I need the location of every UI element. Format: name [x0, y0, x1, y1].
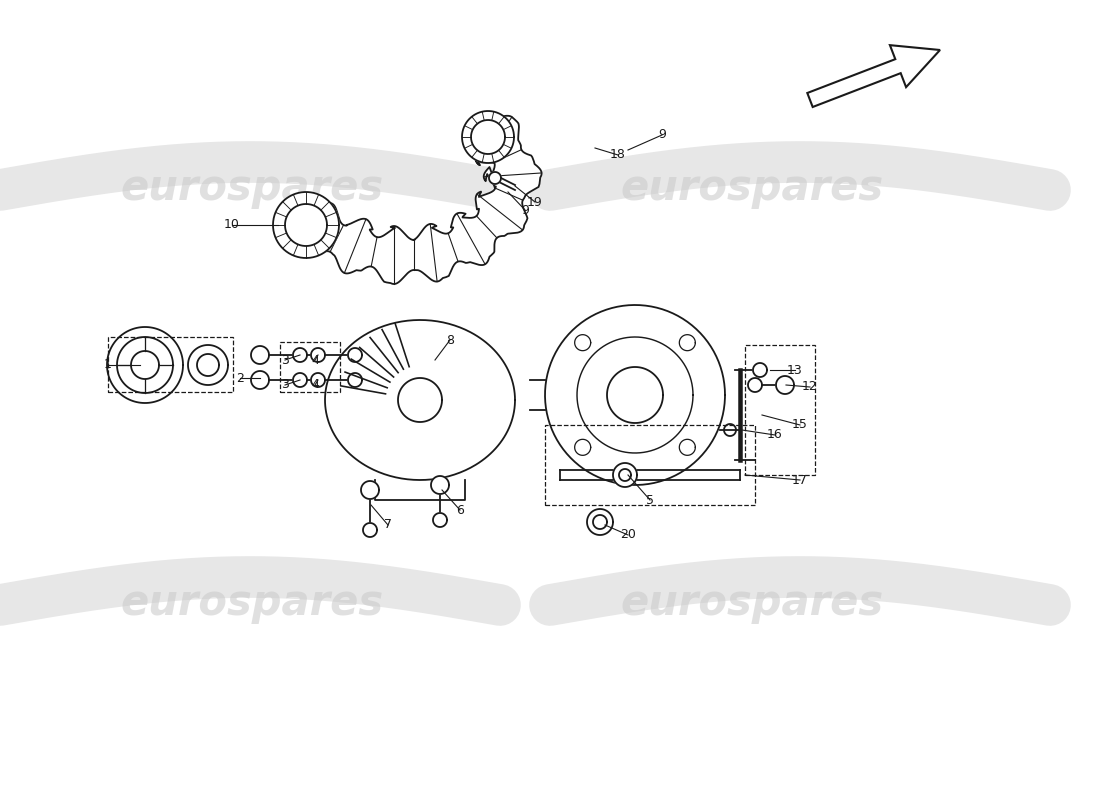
Text: 13: 13 — [788, 363, 803, 377]
Text: 3: 3 — [282, 378, 289, 391]
Polygon shape — [776, 376, 794, 394]
Text: eurospares: eurospares — [120, 582, 383, 624]
Text: 9: 9 — [521, 203, 529, 217]
Polygon shape — [363, 523, 377, 537]
Polygon shape — [273, 192, 339, 258]
Text: eurospares: eurospares — [620, 167, 883, 209]
Polygon shape — [293, 348, 307, 362]
Polygon shape — [361, 481, 379, 499]
Polygon shape — [107, 327, 183, 403]
FancyArrow shape — [807, 45, 940, 107]
Polygon shape — [680, 334, 695, 350]
Text: 9: 9 — [658, 129, 666, 142]
Text: 6: 6 — [456, 503, 464, 517]
Polygon shape — [348, 348, 362, 362]
Polygon shape — [490, 172, 500, 184]
Text: 5: 5 — [646, 494, 654, 506]
Polygon shape — [324, 320, 515, 480]
Text: 2: 2 — [236, 371, 244, 385]
Text: 1: 1 — [104, 358, 112, 371]
Text: 8: 8 — [446, 334, 454, 346]
Text: 18: 18 — [610, 149, 626, 162]
Polygon shape — [680, 439, 695, 455]
Polygon shape — [348, 373, 362, 387]
Bar — [280, 342, 340, 392]
Text: 4: 4 — [311, 378, 319, 391]
Polygon shape — [724, 424, 736, 436]
Bar — [745, 345, 815, 475]
Polygon shape — [748, 378, 762, 392]
Text: eurospares: eurospares — [620, 582, 883, 624]
Text: 19: 19 — [527, 195, 543, 209]
Polygon shape — [251, 371, 270, 389]
Polygon shape — [300, 116, 541, 284]
Text: 20: 20 — [620, 529, 636, 542]
Text: 12: 12 — [802, 381, 818, 394]
Text: 17: 17 — [792, 474, 807, 486]
Polygon shape — [587, 509, 613, 535]
Text: 15: 15 — [792, 418, 807, 431]
Polygon shape — [613, 463, 637, 487]
Polygon shape — [462, 111, 514, 163]
Text: 3: 3 — [282, 354, 289, 366]
Polygon shape — [607, 367, 663, 423]
Polygon shape — [433, 513, 447, 527]
Bar — [108, 337, 233, 392]
Text: 4: 4 — [311, 354, 319, 366]
Text: eurospares: eurospares — [120, 167, 383, 209]
Polygon shape — [311, 348, 324, 362]
Polygon shape — [431, 476, 449, 494]
Polygon shape — [574, 439, 591, 455]
Polygon shape — [188, 345, 228, 385]
Polygon shape — [754, 363, 767, 377]
Polygon shape — [544, 305, 725, 485]
Polygon shape — [293, 373, 307, 387]
Polygon shape — [251, 346, 270, 364]
Polygon shape — [574, 334, 591, 350]
Polygon shape — [311, 373, 324, 387]
Text: 16: 16 — [767, 429, 783, 442]
Text: 7: 7 — [384, 518, 392, 531]
Bar — [544, 425, 755, 505]
Polygon shape — [398, 378, 442, 422]
Text: 10: 10 — [224, 218, 240, 231]
